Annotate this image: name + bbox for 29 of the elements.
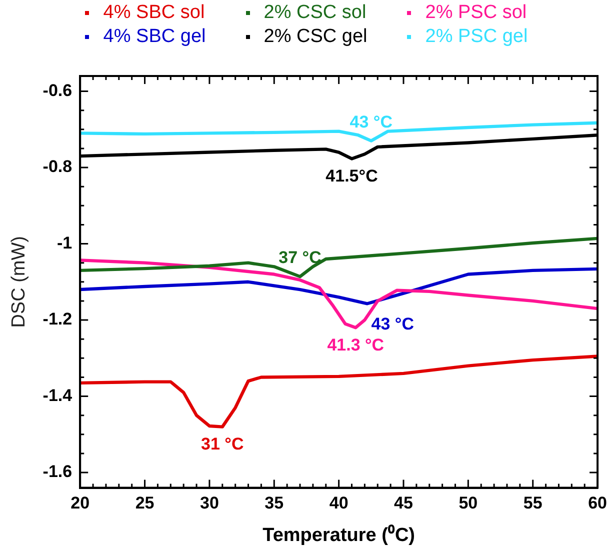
legend-label: 2% PSC gel [425,26,528,48]
legend-label: 2% PSC sol [425,2,527,24]
x-tick-label: 60 [588,494,608,513]
x-tick-label: 45 [394,494,413,513]
x-tick-label: 50 [458,494,478,513]
y-tick-label: -1.4 [42,386,73,405]
annotation: 41.3 °C [327,335,384,354]
legend-label: 2% CSC gel [264,26,368,48]
x-tick-label: 20 [70,494,90,513]
y-tick-label: -0.6 [42,80,72,100]
y-tick-label: -1.6 [42,462,72,482]
annotation: 41.5°C [326,166,378,186]
x-tick-label: 30 [200,494,219,513]
x-tick-label: 25 [135,494,154,513]
y-tick-label: -1 [56,233,72,252]
y-tick-label: -1.2 [42,310,72,329]
legend-label: 4% SBC sol [103,2,205,24]
legend-label: 2% CSC sol [264,2,366,24]
annotation: 31 °C [201,434,244,454]
annotation: 43 °C [350,112,393,132]
y-axis-title: DSC (mW) [8,236,30,328]
annotation: 37 °C [278,248,322,268]
x-tick-label: 40 [329,494,348,513]
x-axis-title: Temperature (⁰C) [262,524,415,546]
x-tick-label: 55 [523,494,542,513]
legend-label: 4% SBC gel [103,26,206,48]
y-tick-label: -0.8 [42,157,72,176]
annotation: 43 °C [371,314,414,334]
x-tick-label: 35 [264,494,284,513]
